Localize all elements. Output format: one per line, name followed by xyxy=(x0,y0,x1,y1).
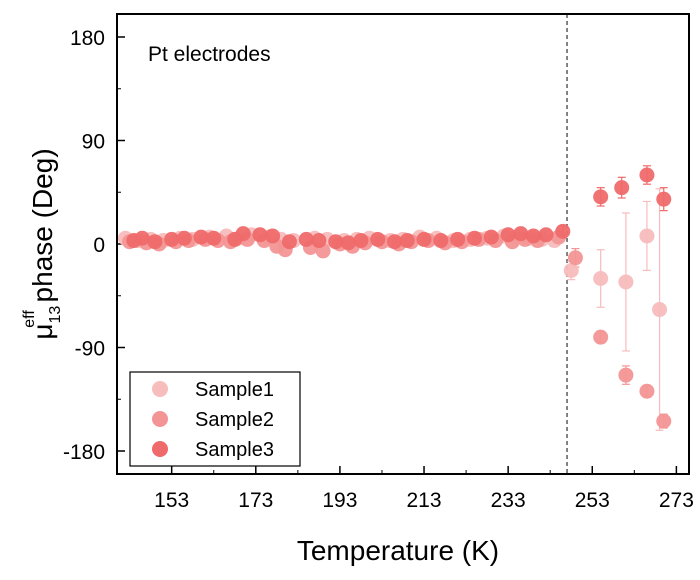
point-sample3-28 xyxy=(538,227,554,243)
point-sample3-29 xyxy=(555,223,571,239)
x-tick-label-253: 253 xyxy=(575,489,610,512)
point-sample3-30 xyxy=(593,189,609,205)
ticks: 153 173 193 213 233 253 273 180 90 0 -90 -180 xyxy=(63,27,694,512)
legend: Sample1 Sample2 Sample3 xyxy=(129,371,301,467)
point-sample1-31 xyxy=(593,271,609,286)
y-tick-label-0: 0 xyxy=(93,234,105,257)
point-sample3-18 xyxy=(387,234,403,250)
plot-frame xyxy=(116,13,690,475)
point-sample2-32 xyxy=(639,383,655,399)
point-sample3-11 xyxy=(281,234,297,250)
y-axis-title-sup: eff xyxy=(21,310,38,328)
legend-marker-sample1 xyxy=(152,381,168,397)
point-sample3-25 xyxy=(500,227,516,243)
point-sample3-31 xyxy=(614,180,630,196)
x-tick-label-173: 173 xyxy=(238,489,273,512)
point-sample3-1 xyxy=(134,230,150,246)
point-sample3-2 xyxy=(147,234,163,250)
point-sample3-26 xyxy=(513,226,529,242)
point-sample2-30 xyxy=(593,329,609,345)
data-points xyxy=(117,167,672,429)
point-sample1-32 xyxy=(618,274,634,290)
point-sample3-19 xyxy=(399,233,415,249)
point-sample3-6 xyxy=(206,230,222,246)
y-tick-label-180: 180 xyxy=(70,27,105,50)
point-sample3-21 xyxy=(433,233,449,249)
point-sample2-29 xyxy=(567,250,583,266)
x-tick-label-153: 153 xyxy=(154,489,189,512)
point-sample3-15 xyxy=(340,235,356,251)
point-sample3-32 xyxy=(639,167,655,183)
legend-label-sample3: Sample3 xyxy=(195,439,274,461)
point-sample3-8 xyxy=(235,226,251,242)
point-sample3-4 xyxy=(176,230,192,246)
point-sample1-34 xyxy=(652,302,668,318)
y-tick-label-90: 90 xyxy=(82,131,105,154)
legend-marker-sample3 xyxy=(152,441,168,457)
x-tick-label-273: 273 xyxy=(659,489,694,512)
point-sample3-23 xyxy=(467,230,482,246)
y-tick-label--180: -180 xyxy=(63,441,105,464)
x-tick-label-213: 213 xyxy=(407,489,442,512)
y-tick-label--90: -90 xyxy=(75,338,105,361)
point-sample3-27 xyxy=(525,228,541,244)
point-sample3-20 xyxy=(416,231,432,247)
point-sample3-17 xyxy=(370,231,386,247)
point-sample2-33 xyxy=(656,413,672,429)
x-axis-title: Temperature (K) xyxy=(297,535,499,566)
point-sample3-24 xyxy=(483,229,499,245)
point-sample3-14 xyxy=(328,234,344,250)
point-sample3-22 xyxy=(450,231,466,247)
point-sample3-33 xyxy=(656,191,672,207)
legend-marker-sample2 xyxy=(152,411,168,427)
legend-label-sample2: Sample2 xyxy=(195,409,274,431)
point-sample3-10 xyxy=(265,228,281,244)
x-tick-label-193: 193 xyxy=(322,489,357,512)
y-axis-title-main: μ xyxy=(27,324,58,340)
point-sample1-33 xyxy=(639,228,655,244)
point-sample3-12 xyxy=(298,231,314,247)
y-axis-title-sub: 13 xyxy=(47,306,64,324)
point-sample2-31 xyxy=(618,367,634,383)
point-sample3-13 xyxy=(311,233,327,249)
point-sample3-3 xyxy=(164,231,180,247)
point-sample1-30 xyxy=(563,262,579,278)
x-tick-label-233: 233 xyxy=(491,489,526,512)
point-sample3-16 xyxy=(353,233,369,249)
point-sample3-5 xyxy=(193,229,209,245)
point-sample3-9 xyxy=(252,227,268,243)
annotation-pt-electrodes: Pt electrodes xyxy=(148,43,271,66)
y-axis-title: μ13 eff phase (Deg) xyxy=(21,148,64,339)
y-axis-title-rest: phase (Deg) xyxy=(27,148,58,310)
legend-label-sample1: Sample1 xyxy=(195,379,274,401)
